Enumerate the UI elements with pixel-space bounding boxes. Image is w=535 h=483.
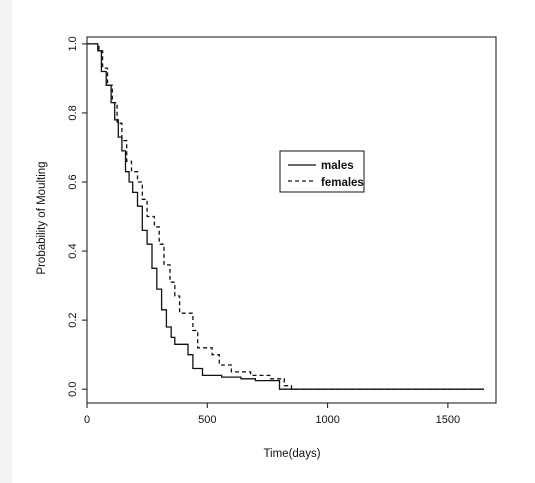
plot-frame — [86, 36, 497, 404]
legend-label-males: males — [321, 160, 354, 172]
y-tick-label: 0.6 — [67, 174, 79, 189]
legend: males females — [279, 150, 365, 193]
left-margin-strip — [0, 0, 12, 483]
series-line-females — [87, 43, 484, 390]
y-axis-title: Probability of Moulting — [36, 161, 48, 274]
x-tick-label: 0 — [84, 414, 90, 426]
y-tick-label: 1.0 — [67, 36, 79, 51]
x-axis: 0 500 1000 1500 — [84, 403, 460, 426]
x-tick-label: 1000 — [315, 414, 339, 426]
x-tick-label: 500 — [198, 414, 216, 426]
y-axis: 0.0 0.2 0.4 0.6 0.8 1.0 — [67, 36, 87, 397]
x-axis-title: Time(days) — [263, 448, 320, 460]
legend-box — [279, 150, 365, 193]
x-tick-label: 1500 — [436, 414, 460, 426]
legend-label-females: females — [321, 177, 364, 189]
y-tick-label: 0.0 — [67, 382, 79, 397]
series-layer — [87, 43, 484, 390]
y-tick-label: 0.4 — [67, 243, 79, 258]
y-tick-label: 0.2 — [67, 312, 79, 327]
y-tick-label: 0.8 — [67, 105, 79, 120]
